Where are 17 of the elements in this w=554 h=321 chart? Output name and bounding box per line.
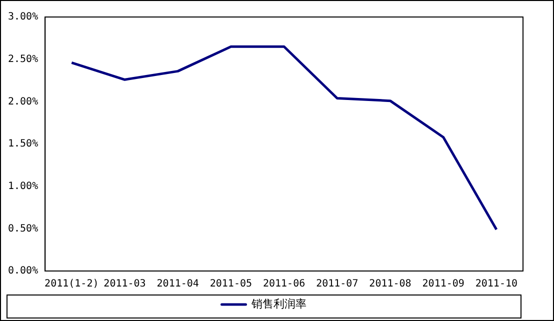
y-tick-label: 0.00% [8,266,38,277]
x-tick-label: 2011(1-2) [44,278,99,290]
y-tick-label: 1.50% [8,138,38,150]
x-tick-label: 2011-06 [262,278,306,290]
y-tick-label: 3.00% [8,12,38,23]
x-tick-label: 2011-09 [422,278,464,290]
y-tick-label: 0.50% [8,223,38,234]
x-tick-label: 2011-03 [104,278,146,290]
x-tick-label: 2011-04 [156,278,199,290]
y-tick-label: 2.50% [8,54,38,65]
x-tick-label: 2011-08 [369,278,412,290]
x-tick-label: 2011-10 [475,278,518,290]
legend-label: 销售利润率 [250,297,306,310]
y-tick-label: 2.00% [8,96,38,108]
y-tick-label: 1.00% [8,180,38,192]
x-tick-label: 2011-05 [210,278,252,290]
x-tick-label: 2011-07 [316,278,358,290]
